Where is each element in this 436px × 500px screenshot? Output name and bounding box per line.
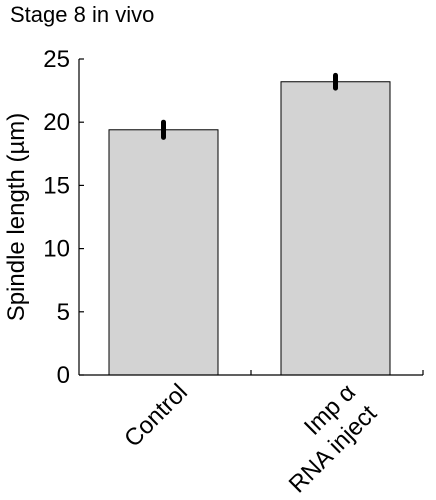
bar: [280, 81, 391, 376]
y-tick-label: 10: [43, 236, 70, 263]
bar: [108, 129, 219, 376]
y-tick-label: 15: [43, 172, 70, 199]
y-tick-label: 5: [57, 299, 70, 326]
chart-title: Stage 8 in vivo: [10, 2, 154, 27]
y-tick-label: 0: [57, 362, 70, 389]
y-tick-label: 25: [43, 46, 70, 73]
x-tick-label-line: Control: [119, 379, 193, 453]
error-bars: [161, 72, 338, 140]
y-axis-label: Spindle length (µm): [3, 113, 30, 322]
bars: [108, 81, 391, 376]
y-ticks: 0 5 10 15 20 25: [43, 46, 84, 389]
y-tick-label: 20: [43, 109, 70, 136]
x-tick-label: Control: [119, 379, 193, 453]
